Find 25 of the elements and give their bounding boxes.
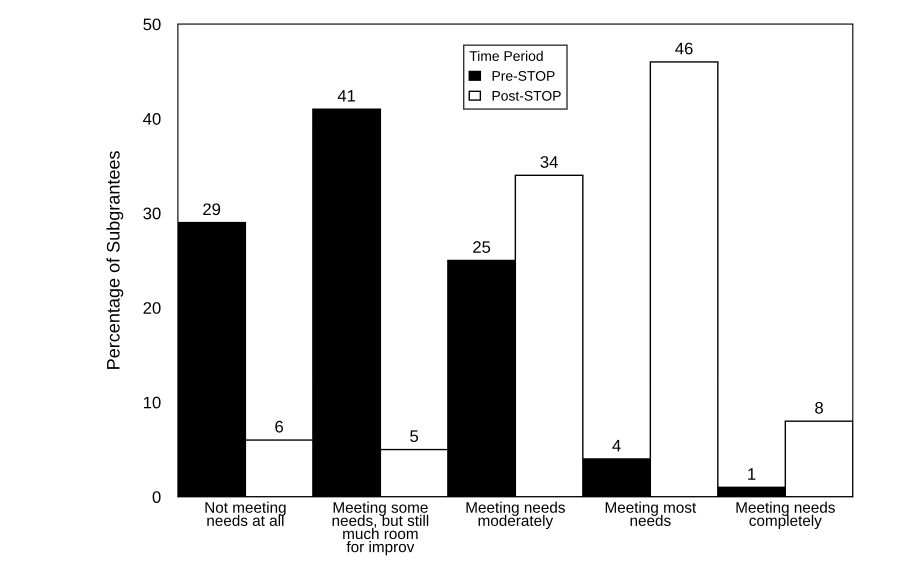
data-label: 8 (815, 402, 823, 414)
x-tick-label: Meeting needs completely (736, 502, 835, 530)
y-axis-title: Percentage of Subgrantees (106, 151, 124, 369)
y-tick-label: 40 (143, 113, 161, 125)
x-tick-label: Meeting some needs, but still much room for improv (332, 502, 428, 556)
data-label: 4 (612, 440, 621, 452)
x-tick-label: Meeting most needs (606, 502, 696, 526)
x-tick-label: Not meeting needs at all (205, 502, 286, 526)
data-label: 41 (338, 90, 356, 102)
legend-label: Pre-STOP (492, 71, 555, 81)
y-tick-label: 30 (143, 208, 161, 220)
y-tick-label: 0 (152, 491, 161, 503)
y-tick-label: 50 (143, 18, 161, 30)
data-label: 1 (748, 468, 756, 480)
data-label: 46 (675, 42, 693, 54)
data-label: 34 (540, 156, 558, 168)
legend-title: Time Period (470, 50, 543, 61)
data-label: 25 (473, 241, 490, 253)
x-tick-label: Meeting needs moderately (466, 502, 565, 530)
data-label: 6 (275, 420, 284, 433)
y-tick-label: 10 (144, 396, 161, 408)
data-label: 29 (203, 203, 220, 216)
data-label: 5 (410, 430, 418, 442)
legend-label: Post-STOP (492, 90, 561, 101)
y-tick-label: 20 (144, 302, 161, 314)
